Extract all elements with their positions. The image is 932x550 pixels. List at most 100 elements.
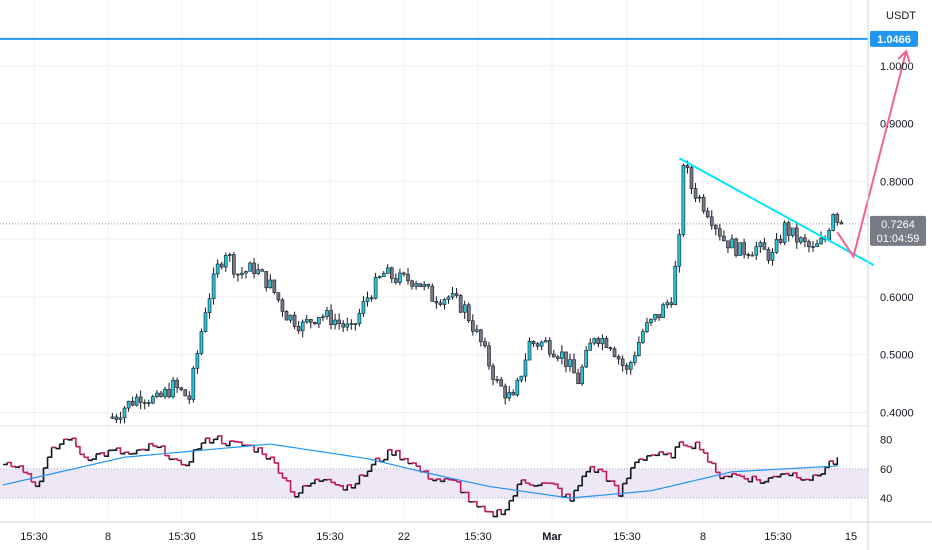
- projection-arrow[interactable]: [836, 49, 911, 259]
- candle: [159, 390, 163, 398]
- price-tick-label: 0.5000: [880, 350, 914, 362]
- candle-body: [596, 338, 601, 345]
- last-price-label: 0.7264: [881, 219, 915, 231]
- rsi-segment: [570, 490, 575, 502]
- rsi-segment: [225, 441, 231, 447]
- candle-body: [709, 216, 714, 226]
- candle-body: [713, 225, 718, 230]
- candle-body: [110, 416, 115, 419]
- candle: [470, 314, 475, 336]
- candle-body: [240, 272, 244, 276]
- rsi-segment: [707, 461, 713, 464]
- candle-body: [292, 314, 297, 327]
- rsi-segment: [646, 455, 652, 457]
- candle-body: [462, 304, 467, 313]
- candle-body: [543, 340, 548, 343]
- candle: [244, 270, 248, 279]
- candle: [551, 349, 556, 358]
- candle-body: [381, 273, 386, 277]
- time-tick-label: Mar: [542, 531, 562, 543]
- candle: [280, 297, 285, 317]
- candle: [171, 376, 175, 399]
- candle-body: [673, 265, 678, 306]
- candle: [746, 252, 751, 259]
- rsi-segment: [258, 447, 263, 455]
- level-line[interactable]: [0, 37, 868, 225]
- candle: [418, 283, 422, 288]
- trendline[interactable]: [678, 157, 875, 266]
- candle-body: [442, 299, 447, 305]
- price-candles: [110, 160, 844, 424]
- candle: [799, 236, 803, 245]
- time-tick-label: 15:30: [168, 531, 196, 543]
- rsi-segment: [92, 453, 97, 460]
- candle: [462, 300, 467, 319]
- candle-body: [308, 319, 313, 323]
- candle-body: [620, 358, 625, 366]
- rsi-segment: [84, 456, 89, 461]
- candle: [118, 411, 123, 424]
- rsi-segment: [711, 462, 717, 473]
- candle: [499, 376, 503, 387]
- candle: [438, 299, 443, 307]
- rsi-segment: [43, 457, 49, 469]
- rsi-segment: [140, 448, 146, 451]
- candle-body: [252, 262, 256, 274]
- candle-body: [738, 242, 742, 256]
- candle: [487, 341, 491, 370]
- candle: [632, 351, 637, 366]
- rsi-segment: [270, 456, 276, 464]
- candle: [584, 346, 589, 368]
- candle: [199, 328, 204, 356]
- candle-body: [138, 396, 143, 403]
- candle: [503, 383, 508, 405]
- candle-body: [819, 238, 823, 245]
- candle: [179, 386, 183, 392]
- time-axis[interactable]: 15:30 8 15:30 15 15:30 22 15:30 Mar 15:30 8 15:30 1…: [20, 531, 857, 543]
- candle-body: [337, 319, 341, 324]
- candle: [207, 293, 212, 319]
- candle-body: [778, 238, 783, 243]
- rsi-segment: [278, 472, 284, 479]
- rsi-segment: [464, 491, 470, 502]
- candle-body: [118, 417, 123, 420]
- arrow-head[interactable]: [897, 49, 911, 63]
- rsi-segment: [813, 474, 818, 476]
- candle-body: [410, 280, 414, 287]
- rsi-segment: [104, 450, 110, 458]
- candle-body: [304, 319, 309, 323]
- candle-body: [527, 340, 532, 361]
- rsi-tick-label: 60: [880, 464, 892, 476]
- rsi-segment: [756, 479, 762, 484]
- rsi-segment: [456, 481, 462, 493]
- candle: [811, 240, 815, 252]
- candle-body: [325, 310, 329, 317]
- trendline-stroke[interactable]: [678, 157, 875, 266]
- candle-body: [130, 400, 135, 406]
- candle: [134, 393, 139, 407]
- rsi-segment: [152, 445, 158, 448]
- candle: [398, 268, 402, 286]
- candle: [819, 231, 823, 245]
- candle: [426, 283, 431, 289]
- candle: [539, 340, 544, 351]
- candle-body: [434, 301, 439, 304]
- candle: [329, 304, 333, 330]
- rsi-segment: [31, 481, 37, 487]
- arrow-path[interactable]: [836, 51, 908, 259]
- time-tick-label: 15: [251, 531, 263, 543]
- candle-body: [827, 230, 832, 240]
- candle-body: [284, 311, 289, 321]
- candle-body: [588, 342, 593, 351]
- candle-body: [750, 254, 755, 257]
- rsi-segment: [703, 452, 709, 462]
- candle: [572, 353, 576, 374]
- rsi-segment: [148, 442, 154, 447]
- candle: [705, 207, 710, 219]
- rsi-segment: [160, 445, 166, 456]
- rsi-segment: [298, 485, 304, 494]
- candle: [365, 291, 370, 307]
- candle: [167, 382, 171, 399]
- candle: [803, 233, 807, 248]
